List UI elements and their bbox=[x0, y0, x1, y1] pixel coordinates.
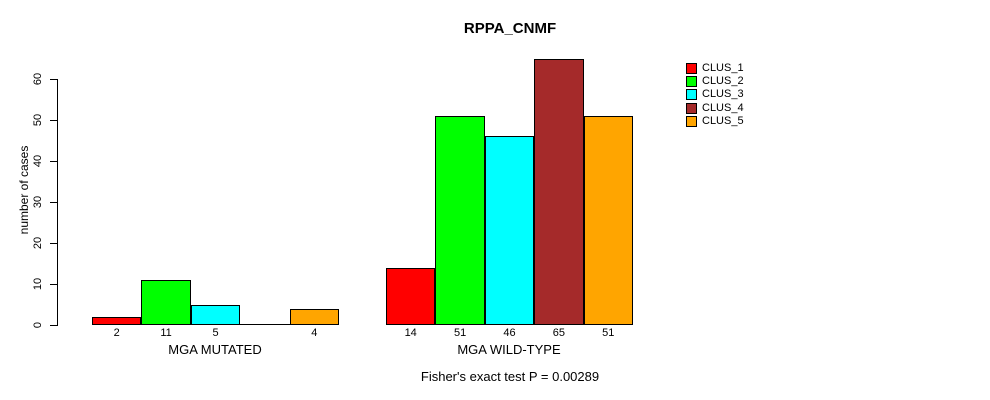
bar-clus-3-mga-wild-type bbox=[484, 136, 535, 325]
bar-value-label-clus-1-mga-wild-type: 14 bbox=[404, 327, 417, 339]
chart-title: RPPA_CNMF bbox=[463, 20, 557, 37]
legend-item-clus-1: CLUS_1 bbox=[686, 62, 744, 75]
y-tick-label-60: 60 bbox=[32, 72, 44, 86]
legend-item-clus-3: CLUS_3 bbox=[686, 88, 744, 101]
y-axis-line bbox=[57, 79, 58, 326]
y-tick-mark bbox=[50, 324, 58, 326]
bar-clus-3-mga-mutated bbox=[190, 304, 241, 325]
legend-item-clus-5: CLUS_5 bbox=[686, 115, 744, 128]
bar-clus-2-mga-wild-type bbox=[435, 115, 485, 325]
bar-value-label-clus-2-mga-mutated: 11 bbox=[160, 327, 172, 339]
y-tick-label-40: 40 bbox=[32, 154, 44, 168]
bar-value-label-clus-5-mga-wild-type: 51 bbox=[602, 327, 615, 339]
y-tick-mark bbox=[50, 283, 58, 285]
legend-label-clus-5: CLUS_5 bbox=[702, 114, 744, 127]
y-tick-mark bbox=[50, 242, 58, 244]
bar-clus-4-mga-wild-type bbox=[534, 58, 584, 325]
y-tick-label-30: 30 bbox=[32, 195, 44, 209]
fisher-test-annotation: Fisher's exact test P = 0.00289 bbox=[420, 369, 600, 384]
legend-label-clus-4: CLUS_4 bbox=[702, 101, 744, 114]
y-tick-mark bbox=[50, 160, 58, 162]
bar-clus-1-mga-wild-type bbox=[386, 267, 436, 325]
bar-clus-5-mga-mutated bbox=[289, 308, 339, 325]
y-tick-label-10: 10 bbox=[32, 277, 44, 291]
bar-value-label-clus-5-mga-mutated: 4 bbox=[311, 327, 318, 339]
bar-clus-2-mga-mutated bbox=[141, 279, 191, 325]
y-tick-mark bbox=[50, 78, 58, 80]
legend-color-swatch-clus-4 bbox=[686, 102, 697, 114]
legend-label-clus-1: CLUS_1 bbox=[702, 62, 744, 75]
y-tick-label-0: 0 bbox=[32, 321, 44, 329]
legend-item-clus-4: CLUS_4 bbox=[686, 102, 744, 115]
legend-color-swatch-clus-5 bbox=[686, 115, 697, 127]
legend-color-swatch-clus-3 bbox=[686, 89, 697, 101]
zero-bar-clus-4-mga-mutated bbox=[240, 324, 290, 325]
y-axis-label: number of cases bbox=[17, 145, 31, 235]
x-group-label-mga-wild-type: MGA WILD-TYPE bbox=[457, 342, 561, 357]
bar-value-label-clus-3-mga-wild-type: 46 bbox=[503, 327, 516, 339]
bar-value-label-clus-1-mga-mutated: 2 bbox=[113, 327, 120, 339]
legend-label-clus-3: CLUS_3 bbox=[702, 88, 744, 101]
y-tick-mark bbox=[50, 201, 58, 203]
y-tick-label-50: 50 bbox=[32, 113, 44, 127]
legend-label-clus-2: CLUS_2 bbox=[702, 75, 744, 88]
legend: CLUS_1 CLUS_2 CLUS_3 CLUS_4 CLUS_5 bbox=[686, 62, 744, 128]
bar-clus-1-mga-mutated bbox=[92, 316, 142, 325]
legend-color-swatch-clus-1 bbox=[686, 63, 697, 75]
y-tick-mark bbox=[50, 119, 58, 121]
legend-color-swatch-clus-2 bbox=[686, 76, 697, 88]
legend-item-clus-2: CLUS_2 bbox=[686, 75, 744, 88]
x-group-label-mga-mutated: MGA MUTATED bbox=[168, 342, 262, 357]
bar-value-label-clus-2-mga-wild-type: 51 bbox=[453, 327, 467, 339]
bar-clus-5-mga-wild-type bbox=[583, 115, 633, 325]
y-tick-label-20: 20 bbox=[32, 236, 44, 250]
bar-value-label-clus-3-mga-mutated: 5 bbox=[212, 327, 219, 339]
bar-value-label-clus-4-mga-wild-type: 65 bbox=[552, 327, 566, 339]
